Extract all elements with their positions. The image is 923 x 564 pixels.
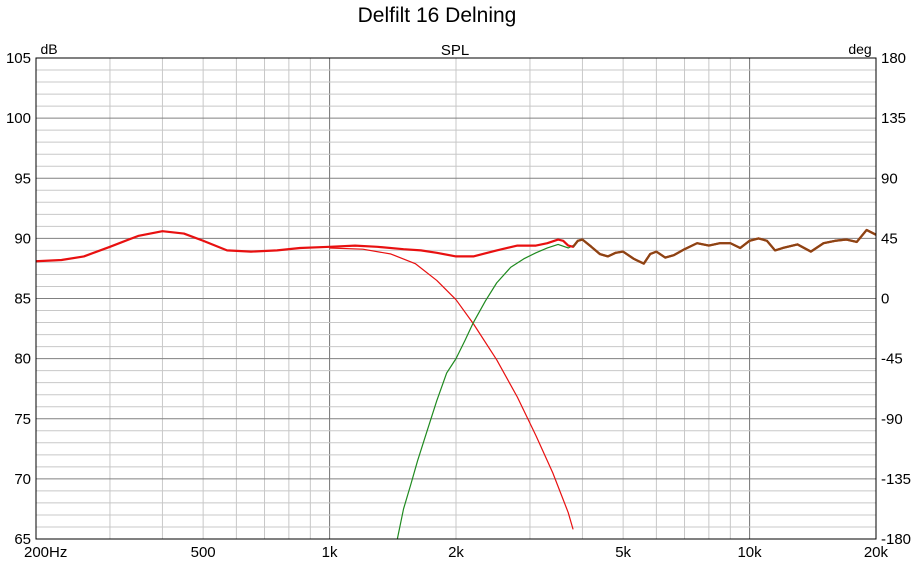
y-tick-label-right: -135 [881, 471, 911, 488]
y-tick-label-left: 75 [14, 411, 31, 428]
y-tick-label-right: 45 [881, 230, 898, 247]
y-tick-label-left: 105 [6, 50, 31, 67]
y-tick-label-left: 90 [14, 230, 31, 247]
plot-area [36, 228, 876, 539]
grid [36, 58, 876, 539]
x-tick-label: 10k [737, 544, 762, 561]
x-tick-label: 20k [864, 544, 889, 561]
y-tick-label-right: -180 [881, 531, 911, 548]
x-tick-label: 500 [191, 544, 216, 561]
chart-subtitle: SPL [441, 42, 469, 59]
x-tick-label: 5k [615, 544, 631, 561]
lowpass-curve [329, 247, 574, 530]
y-tick-label-right: 180 [881, 50, 906, 67]
y-tick-label-right: 135 [881, 110, 906, 127]
x-axis-ticks: 200Hz 500 1k 2k 5k 10k 20k [24, 544, 888, 561]
y-tick-label-left: 85 [14, 291, 31, 308]
left-axis-unit-label: dB [40, 41, 57, 57]
x-tick-label: 200Hz [24, 544, 67, 561]
y-tick-label-right: -90 [881, 411, 903, 428]
x-tick-label: 1k [322, 544, 338, 561]
y-tick-label-right: -45 [881, 351, 903, 368]
highpass-curve [396, 243, 574, 539]
y-tick-label-right: 0 [881, 291, 889, 308]
sum-curve-high [572, 228, 876, 265]
chart-title: Delfilt 16 Delning [358, 4, 517, 27]
y-tick-label-left: 70 [14, 471, 31, 488]
y-tick-label-right: 90 [881, 170, 898, 187]
right-y-axis-ticks: 180 135 90 45 0 -45 -90 -135 -180 [881, 50, 911, 548]
left-y-axis-ticks: 105 100 95 90 85 80 75 70 65 [6, 50, 31, 548]
x-tick-label: 2k [448, 544, 464, 561]
plot-frame [35, 57, 877, 540]
y-tick-label-left: 100 [6, 110, 31, 127]
y-tick-label-left: 80 [14, 351, 31, 368]
right-axis-unit-label: deg [848, 41, 871, 57]
y-tick-label-left: 95 [14, 170, 31, 187]
y-tick-label-left: 65 [14, 531, 31, 548]
